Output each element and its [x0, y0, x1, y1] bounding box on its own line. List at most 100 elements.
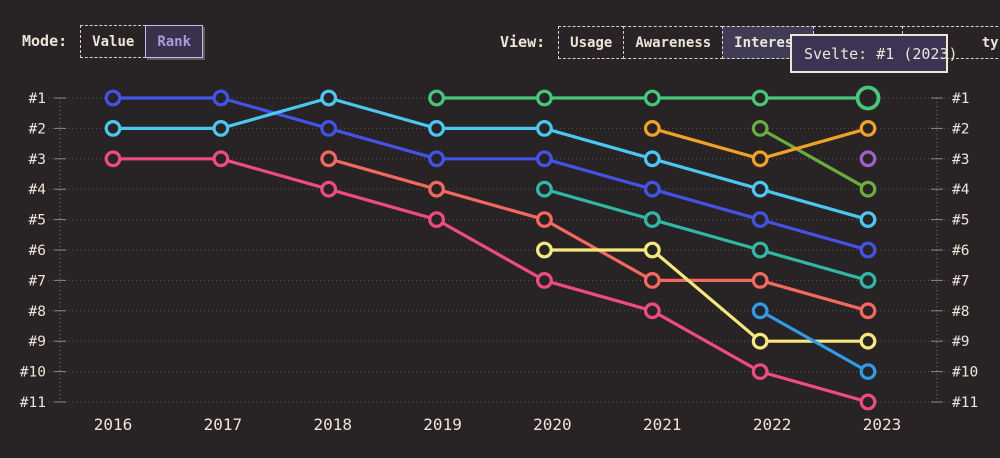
rank-label-right: #7 — [952, 273, 969, 289]
series-line — [327, 96, 439, 130]
data-point[interactable] — [643, 89, 661, 107]
data-point[interactable] — [751, 332, 769, 350]
series-line — [758, 126, 870, 161]
data-point[interactable] — [859, 180, 877, 198]
data-point[interactable] — [859, 211, 877, 229]
data-point[interactable] — [536, 241, 553, 259]
rank-label-left: #4 — [29, 182, 47, 198]
data-point[interactable] — [643, 180, 661, 198]
data-point[interactable] — [643, 272, 661, 289]
rank-label-right: #11 — [952, 395, 978, 411]
data-point[interactable] — [104, 89, 122, 107]
view-option-usage[interactable]: Usage — [558, 26, 625, 59]
data-point[interactable] — [536, 89, 553, 107]
data-point[interactable] — [428, 89, 445, 107]
series-line — [758, 278, 870, 313]
mode-option-value[interactable]: Value — [80, 25, 147, 58]
year-label: 2019 — [423, 415, 462, 434]
data-point[interactable] — [859, 119, 877, 137]
chart-tooltip: Svelte: #1 (2023) — [790, 34, 958, 73]
data-point[interactable] — [643, 119, 661, 137]
data-point[interactable] — [859, 272, 877, 289]
data-point[interactable] — [428, 119, 445, 137]
data-point[interactable] — [751, 180, 769, 198]
data-point[interactable] — [751, 211, 769, 229]
data-point[interactable] — [859, 393, 877, 411]
view-option-awareness[interactable]: Awareness — [623, 26, 724, 59]
series-line — [758, 218, 870, 252]
series-line — [650, 157, 762, 191]
data-point[interactable] — [536, 180, 553, 198]
series-line — [542, 126, 654, 161]
data-point[interactable] — [751, 150, 769, 168]
series-line — [650, 187, 762, 222]
data-point[interactable] — [643, 302, 661, 320]
rank-label-left: #6 — [29, 243, 46, 259]
data-point[interactable] — [751, 302, 769, 320]
data-point[interactable] — [212, 89, 230, 107]
data-point[interactable] — [536, 211, 553, 229]
rank-label-right: #9 — [952, 334, 969, 350]
data-point[interactable] — [859, 150, 877, 168]
data-point[interactable] — [536, 272, 553, 289]
data-point[interactable] — [751, 272, 769, 289]
data-point[interactable] — [320, 119, 338, 137]
series-line — [650, 248, 762, 343]
series-line — [650, 218, 762, 252]
series-line — [434, 187, 547, 222]
data-point[interactable] — [212, 150, 230, 168]
data-point[interactable] — [751, 241, 769, 259]
series-line — [542, 278, 654, 313]
data-point[interactable] — [428, 150, 445, 168]
rank-label-right: #6 — [952, 243, 969, 259]
data-point[interactable] — [859, 302, 877, 320]
rank-label-right: #10 — [952, 365, 978, 381]
data-point[interactable] — [428, 211, 445, 229]
data-point[interactable] — [859, 332, 877, 350]
data-point[interactable] — [643, 211, 661, 229]
data-point[interactable] — [104, 119, 122, 137]
view-label: View: — [500, 33, 546, 51]
year-label: 2020 — [533, 415, 572, 434]
series-line — [758, 370, 870, 404]
series-line — [758, 126, 870, 191]
rank-label-right: #8 — [952, 304, 969, 320]
tooltip-text: Svelte: #1 (2023) — [804, 44, 958, 63]
rank-label-left: #5 — [29, 213, 46, 229]
data-point[interactable] — [212, 119, 230, 137]
rank-label-left: #1 — [29, 91, 46, 107]
data-point[interactable] — [104, 150, 122, 168]
year-label: 2022 — [753, 415, 792, 434]
data-point[interactable] — [536, 119, 553, 137]
data-point[interactable] — [320, 89, 338, 107]
data-point[interactable] — [751, 89, 769, 107]
series-line — [758, 309, 870, 374]
rank-label-right: #5 — [952, 213, 969, 229]
data-point[interactable] — [643, 150, 661, 168]
rank-label-left: #7 — [29, 273, 46, 289]
year-label: 2023 — [863, 415, 902, 434]
data-point[interactable] — [320, 150, 338, 168]
rank-label-right: #4 — [952, 182, 970, 198]
year-label: 2016 — [94, 415, 133, 434]
series-line — [542, 187, 654, 222]
rank-label-left: #11 — [20, 395, 46, 411]
data-point[interactable] — [859, 241, 877, 259]
data-point[interactable] — [643, 241, 661, 259]
data-point[interactable] — [536, 150, 553, 168]
rank-label-left: #8 — [29, 304, 46, 320]
series-line — [758, 187, 870, 222]
year-label: 2017 — [204, 415, 243, 434]
data-point[interactable] — [320, 180, 338, 198]
mode-label: Mode: — [22, 32, 68, 50]
data-point[interactable] — [751, 363, 769, 381]
data-point-highlighted[interactable] — [855, 85, 881, 111]
data-point[interactable] — [751, 119, 769, 137]
data-point[interactable] — [428, 180, 445, 198]
data-point[interactable] — [859, 363, 877, 381]
mode-option-rank[interactable]: Rank — [145, 25, 204, 58]
series-line — [542, 157, 654, 191]
series-line — [650, 126, 762, 161]
series-line — [327, 187, 439, 222]
series-line — [327, 126, 439, 161]
